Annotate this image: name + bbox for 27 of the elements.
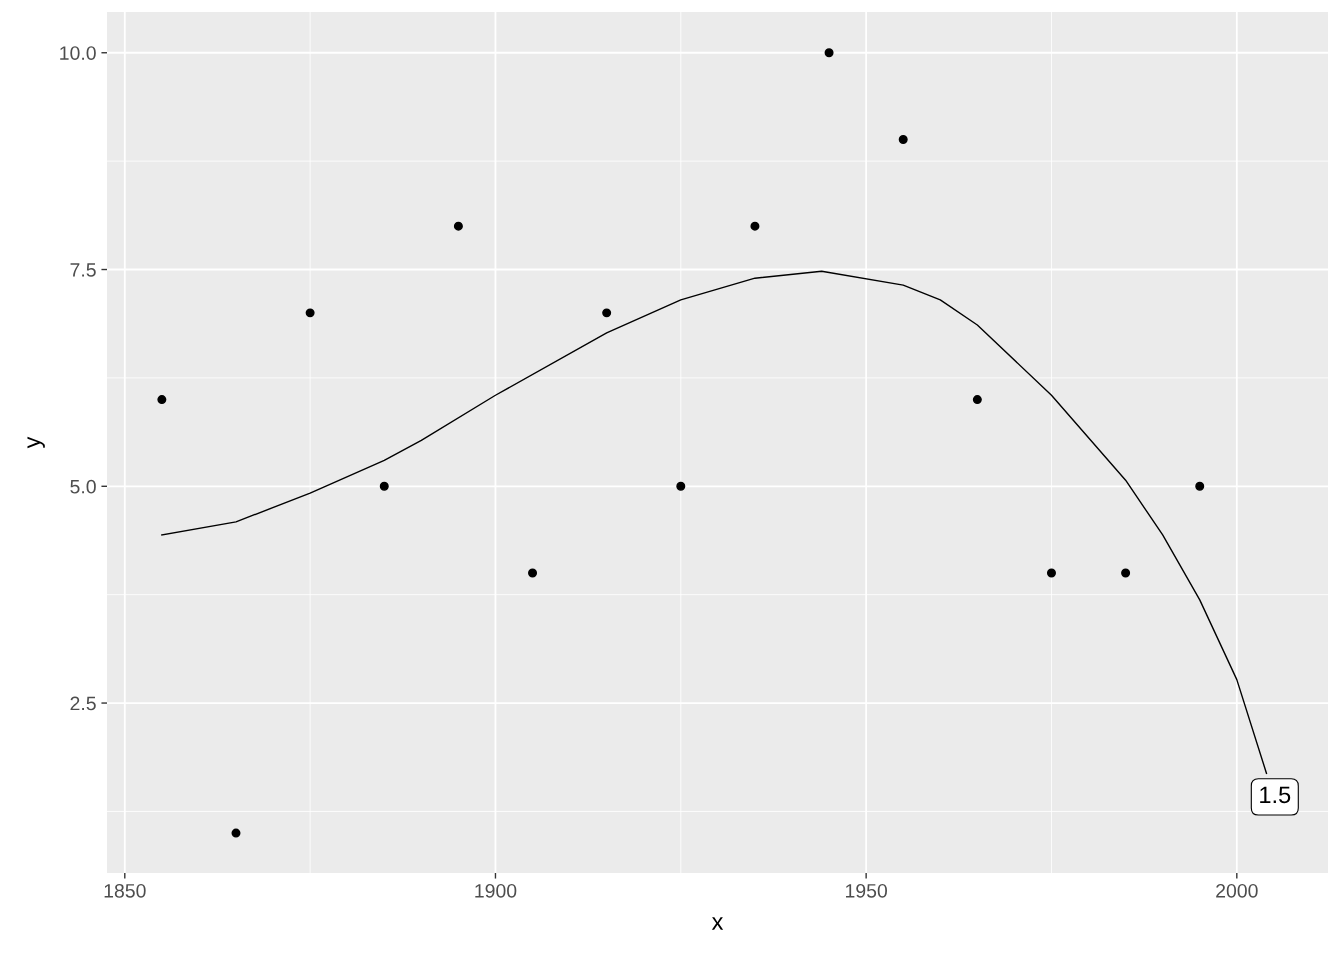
point (231, 828, 241, 838)
x-axis-title: x (711, 917, 724, 930)
annotation: 1.5 (1260, 786, 1291, 804)
x-tick-label: 1950 (846, 883, 888, 898)
y-axis-title: y (27, 436, 45, 449)
point (305, 308, 315, 318)
point (972, 395, 982, 405)
point (1046, 568, 1056, 578)
y-tick-label: 5.0 (70, 479, 96, 494)
point (1121, 568, 1131, 578)
point (379, 481, 389, 491)
point (157, 395, 167, 405)
point (824, 48, 834, 58)
point (528, 568, 538, 578)
point (676, 481, 686, 491)
y-tick-label: 7.5 (70, 263, 96, 277)
point (453, 221, 463, 231)
x-tick-label: 1900 (475, 883, 517, 898)
point (750, 221, 760, 231)
line-series (161, 270, 1268, 774)
point (898, 134, 908, 144)
y-tick-label: 10.0 (60, 46, 96, 60)
x-tick-label: 2000 (1216, 883, 1258, 898)
y-tick-label: 2.5 (70, 696, 96, 711)
x-tick-label: 1850 (104, 883, 146, 898)
point (602, 308, 612, 318)
point (1195, 481, 1205, 491)
